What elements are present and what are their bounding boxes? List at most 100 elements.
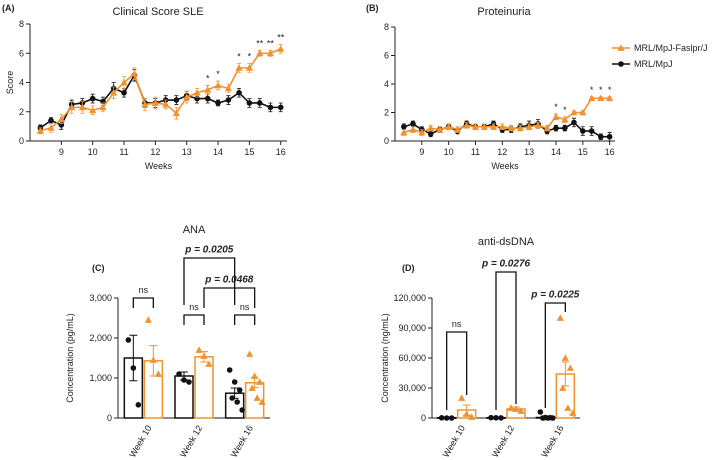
point [193, 89, 201, 96]
chart-title: ANA [183, 224, 206, 236]
y-tick-label: 30,000 [398, 383, 426, 393]
point [162, 100, 170, 108]
data-point [195, 346, 203, 353]
x-axis-label: Weeks [145, 161, 173, 171]
significance-label: p = 0.0276 [481, 259, 531, 270]
data-point [154, 370, 162, 377]
y-tick-label: 120,000 [393, 293, 426, 303]
significance-mark: ** [267, 38, 275, 48]
point [552, 113, 560, 120]
significance-mark: * [608, 85, 612, 95]
point [534, 121, 542, 129]
point [267, 104, 274, 111]
point [36, 127, 44, 134]
significance-label: ns [139, 285, 149, 295]
point [47, 124, 55, 131]
data-point [251, 372, 259, 379]
chart-title: Proteinuria [477, 6, 531, 18]
point [235, 64, 243, 71]
panel-label: (C) [92, 263, 105, 273]
data-point [234, 399, 240, 405]
data-point [226, 367, 233, 373]
x-tick-label: 10 [88, 147, 98, 157]
point [172, 109, 180, 117]
data-point [239, 407, 245, 413]
data-point [176, 371, 182, 377]
significance-mark: * [216, 69, 220, 79]
point [480, 123, 488, 130]
data-point [253, 394, 261, 401]
significance-mark: * [237, 51, 241, 61]
data-point [181, 377, 187, 383]
data-point [458, 394, 466, 401]
point [224, 84, 232, 92]
point [427, 131, 434, 137]
point [246, 100, 253, 106]
point [204, 86, 212, 93]
data-point [246, 350, 254, 357]
legend-marker [618, 61, 624, 67]
point [597, 133, 604, 140]
significance-label: p = 0.0205 [184, 245, 234, 256]
x-tick-label: 13 [182, 147, 192, 157]
legend-marker [617, 44, 625, 51]
point [173, 97, 180, 103]
y-tick-label: 60,000 [398, 353, 426, 363]
x-axis-label: Weeks [491, 161, 519, 171]
significance-mark: * [248, 51, 252, 61]
y-tick-label: 2,000 [89, 333, 112, 343]
point [579, 108, 587, 116]
x-tick-label: 16 [276, 147, 286, 157]
point [410, 121, 416, 127]
point [507, 124, 515, 132]
significance-mark: ** [277, 32, 285, 42]
point [256, 100, 263, 106]
series-line [40, 48, 282, 132]
x-tick-label: Week 10 [127, 424, 153, 460]
x-tick-label: 11 [471, 147, 480, 157]
data-point [438, 415, 445, 421]
y-tick-label: 2 [384, 108, 389, 118]
data-point [125, 337, 132, 343]
significance-label: p = 0.0225 [530, 290, 580, 301]
x-tick-label: 10 [444, 147, 454, 157]
point [245, 64, 253, 71]
y-tick-label: 6 [19, 48, 24, 58]
data-point [200, 352, 208, 359]
point [99, 103, 107, 111]
data-point [443, 415, 450, 421]
significance-label: ns [240, 302, 250, 312]
data-point [556, 314, 564, 321]
point [597, 94, 605, 102]
significance-bracket [203, 287, 256, 308]
chart-title: anti-dsDNA [478, 236, 535, 248]
point [570, 108, 578, 116]
point [57, 115, 65, 122]
data-point [135, 402, 142, 408]
y-tick-label: 0 [384, 136, 389, 146]
point [516, 124, 524, 132]
data-point [540, 415, 546, 421]
y-axis-label: Score [5, 71, 15, 95]
data-point [231, 379, 238, 385]
error-bar [129, 334, 138, 382]
point [562, 125, 568, 131]
data-point [569, 409, 577, 416]
data-point [229, 395, 235, 401]
point [427, 124, 435, 132]
y-tick-label: 2 [19, 107, 24, 117]
point [214, 81, 222, 89]
point [204, 95, 211, 102]
significance-bracket [495, 271, 517, 410]
x-tick-label: 16 [605, 147, 615, 157]
data-point [130, 365, 137, 371]
data-point [144, 316, 152, 323]
point [489, 123, 498, 130]
point [141, 100, 149, 108]
y-tick-label: 90,000 [398, 323, 426, 333]
x-tick-label: 12 [150, 147, 160, 157]
data-point [507, 404, 515, 411]
data-point [236, 387, 243, 393]
significance-bracket [234, 314, 256, 325]
